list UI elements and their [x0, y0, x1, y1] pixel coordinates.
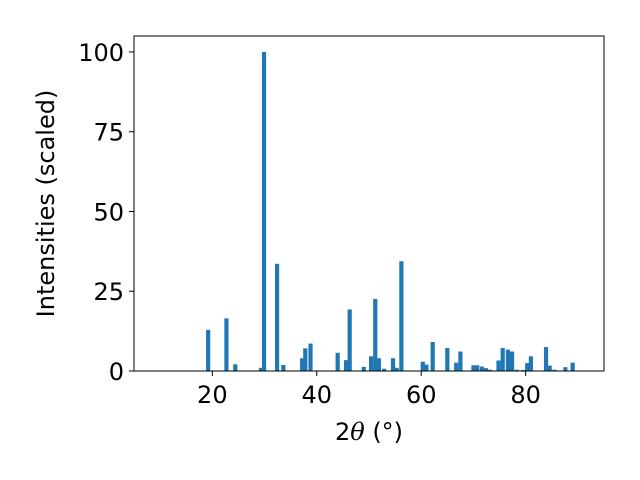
bar — [303, 348, 308, 371]
bar — [281, 364, 286, 371]
y-tick-label: 50 — [93, 198, 124, 226]
bar — [308, 343, 313, 371]
bar — [483, 368, 489, 371]
bar — [382, 368, 387, 371]
x-tick-label: 20 — [197, 381, 228, 409]
bar — [570, 362, 575, 371]
bar — [206, 329, 211, 371]
bar — [430, 341, 435, 371]
bar — [488, 369, 493, 371]
x-tick-label: 40 — [302, 381, 333, 409]
x-ticks: 20 40 60 80 — [197, 371, 541, 409]
y-tick-label: 0 — [109, 358, 124, 386]
bar — [479, 366, 484, 371]
bar — [361, 366, 366, 371]
bar — [261, 51, 267, 371]
bar — [510, 351, 515, 371]
bar — [454, 362, 459, 371]
bar — [343, 360, 349, 371]
x-axis-label-theta: θ — [350, 418, 365, 446]
x-axis-label-suffix: (°) — [365, 418, 403, 446]
bar — [376, 358, 382, 371]
plot-frame — [133, 35, 605, 372]
y-tick-label: 75 — [93, 119, 124, 147]
bars — [206, 51, 575, 371]
bar — [471, 365, 476, 371]
x-axis-label-prefix: 2 — [335, 418, 350, 446]
bar — [475, 365, 480, 371]
bar — [275, 263, 280, 371]
bar — [224, 318, 229, 371]
x-axis-label: 2θ (°) — [335, 418, 403, 446]
bar — [300, 358, 305, 371]
bar — [496, 360, 501, 371]
bar — [420, 361, 425, 371]
y-axis-label: Intensities (scaled) — [32, 90, 60, 318]
bar — [233, 364, 238, 371]
y-tick-label: 100 — [78, 39, 124, 67]
bar — [369, 356, 374, 371]
bar — [390, 358, 396, 371]
bar — [514, 369, 519, 371]
bar — [373, 298, 378, 371]
bar — [500, 348, 505, 371]
x-tick-label: 60 — [406, 381, 437, 409]
bar — [528, 356, 533, 371]
bar — [335, 352, 340, 371]
bar — [258, 367, 263, 371]
bar — [394, 367, 399, 371]
x-tick-label: 80 — [510, 381, 541, 409]
y-tick-label: 25 — [93, 278, 124, 306]
bar — [399, 261, 404, 371]
bar — [347, 309, 352, 371]
bar — [543, 347, 549, 371]
y-ticks: 0 25 50 75 100 — [78, 39, 134, 386]
bar — [552, 369, 557, 371]
bar — [445, 348, 450, 371]
bar — [525, 363, 530, 371]
bar — [547, 365, 552, 371]
bar — [505, 349, 510, 371]
bar — [563, 367, 568, 371]
bar — [424, 364, 429, 371]
bar — [458, 351, 463, 371]
